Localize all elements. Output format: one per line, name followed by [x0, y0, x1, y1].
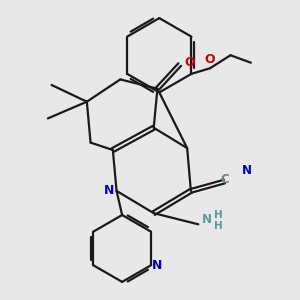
Text: H: H: [214, 221, 223, 231]
Text: N: N: [104, 184, 114, 197]
Text: C: C: [220, 173, 229, 186]
Text: N: N: [202, 213, 212, 226]
Text: N: N: [152, 260, 162, 272]
Text: O: O: [184, 56, 195, 69]
Text: N: N: [242, 164, 252, 177]
Text: O: O: [205, 53, 215, 66]
Text: H: H: [214, 210, 223, 220]
